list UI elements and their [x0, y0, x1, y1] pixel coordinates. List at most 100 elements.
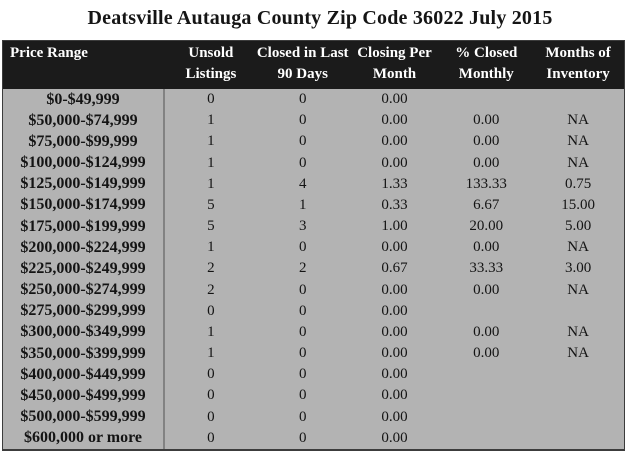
cell-months-of-inventory: NA — [567, 323, 589, 340]
cell-closed-last-90-days: 1 — [298, 196, 307, 213]
table-row: $400,000-$449,999 0 0 0.00 — [3, 364, 624, 386]
cell-pct-closed-monthly: 0.00 — [473, 112, 500, 129]
cell-closing-per-month: 0.00 — [381, 112, 408, 129]
cell-closed-last-90-days: 0 — [298, 154, 307, 171]
cell-pct-closed-monthly — [440, 364, 532, 385]
cell-pct-closed-monthly: 133.33 — [465, 175, 507, 192]
cell-price-range: $300,000-$349,999 — [3, 321, 165, 344]
cell-price-range: $275,000-$299,999 — [3, 300, 165, 322]
cell-price-range: $175,000-$199,999 — [3, 216, 165, 238]
cell-months-of-inventory — [532, 385, 624, 406]
cell-pct-closed-monthly: 0.00 — [473, 133, 500, 150]
cell-closing-per-month: 0.00 — [381, 345, 408, 362]
cell-closing-per-month: 0.33 — [381, 196, 408, 213]
cell-unsold-listings: 0 — [207, 302, 215, 319]
cell-closing-per-month: 0.00 — [381, 239, 408, 256]
cell-price-range: $225,000-$249,999 — [3, 258, 165, 280]
column-header-closing-per-month: Closing Per Month — [357, 45, 432, 82]
cell-closed-last-90-days: 0 — [298, 302, 307, 319]
table-row: $600,000 or more 0 0 0.00 — [3, 427, 624, 449]
cell-closing-per-month: 0.00 — [381, 302, 408, 319]
table-row: $100,000-$124,999 1 0 0.00 0.00 NA — [3, 152, 624, 174]
cell-closing-per-month: 0.00 — [381, 387, 408, 404]
cell-months-of-inventory: 3.00 — [564, 260, 592, 277]
cell-pct-closed-monthly — [440, 301, 532, 322]
cell-months-of-inventory: NA — [567, 345, 589, 362]
cell-months-of-inventory: NA — [567, 133, 589, 150]
cell-closed-last-90-days: 0 — [298, 239, 307, 256]
cell-months-of-inventory: NA — [567, 154, 589, 171]
cell-unsold-listings: 0 — [207, 387, 215, 404]
cell-closed-last-90-days: 0 — [298, 345, 307, 362]
cell-pct-closed-monthly: 0.00 — [473, 239, 500, 256]
cell-pct-closed-monthly: 6.67 — [473, 196, 500, 213]
cell-unsold-listings: 1 — [207, 154, 215, 171]
table-row: $250,000-$274,999 2 0 0.00 0.00 NA — [3, 279, 624, 301]
column-header-unsold-listings: Unsold Listings — [185, 45, 237, 82]
cell-price-range: $150,000-$174,999 — [3, 194, 165, 217]
cell-closed-last-90-days: 2 — [298, 260, 307, 277]
cell-price-range: $450,000-$499,999 — [3, 385, 165, 407]
table-row: $450,000-$499,999 0 0 0.00 — [3, 385, 624, 407]
cell-unsold-listings: 1 — [207, 133, 215, 150]
price-range-table: Price Range Unsold Listings Closed in La… — [2, 40, 625, 451]
cell-closed-last-90-days: 0 — [298, 387, 307, 404]
cell-price-range: $200,000-$224,999 — [3, 237, 165, 259]
cell-price-range: $400,000-$449,999 — [3, 364, 165, 386]
cell-months-of-inventory — [532, 89, 624, 110]
cell-closing-per-month: 0.67 — [381, 260, 408, 277]
table-row: $75,000-$99,999 1 0 0.00 0.00 NA — [3, 131, 624, 153]
cell-pct-closed-monthly — [440, 89, 532, 110]
table-row: $350,000-$399,999 1 0 0.00 0.00 NA — [3, 343, 624, 365]
cell-unsold-listings: 2 — [207, 260, 215, 277]
column-header-closed-last-90-days: Closed in Last 90 Days — [256, 45, 349, 82]
cell-closed-last-90-days: 0 — [298, 366, 307, 383]
cell-pct-closed-monthly: 0.00 — [473, 345, 500, 362]
cell-months-of-inventory: NA — [567, 239, 589, 256]
cell-pct-closed-monthly — [440, 385, 532, 406]
cell-unsold-listings: 5 — [207, 196, 215, 213]
cell-closing-per-month: 1.33 — [381, 175, 408, 192]
cell-closing-per-month: 0.00 — [381, 154, 408, 171]
cell-months-of-inventory: 5.00 — [564, 218, 592, 235]
cell-pct-closed-monthly: 0.00 — [473, 323, 500, 340]
cell-closing-per-month: 0.00 — [381, 133, 408, 150]
table-row: $125,000-$149,999 1 4 1.33 133.33 0.75 — [3, 173, 624, 195]
cell-closed-last-90-days: 0 — [298, 323, 307, 340]
cell-price-range: $250,000-$274,999 — [3, 279, 165, 301]
cell-pct-closed-monthly — [440, 428, 532, 449]
cell-unsold-listings: 0 — [207, 366, 215, 383]
table-row: $225,000-$249,999 2 2 0.67 33.33 3.00 — [3, 258, 624, 280]
cell-price-range: $500,000-$599,999 — [3, 406, 165, 428]
cell-closed-last-90-days: 0 — [298, 281, 307, 298]
cell-months-of-inventory — [532, 428, 624, 449]
cell-months-of-inventory — [532, 407, 624, 428]
cell-closed-last-90-days: 3 — [298, 218, 307, 235]
cell-closed-last-90-days: 0 — [298, 133, 307, 150]
cell-unsold-listings: 1 — [207, 112, 215, 129]
cell-pct-closed-monthly: 0.00 — [473, 281, 500, 298]
table-row: $275,000-$299,999 0 0 0.00 — [3, 300, 624, 322]
table-row: $200,000-$224,999 1 0 0.00 0.00 NA — [3, 237, 624, 259]
table-row: $300,000-$349,999 1 0 0.00 0.00 NA — [3, 321, 624, 344]
column-header-pct-closed-monthly: % Closed Monthly — [455, 45, 518, 82]
cell-pct-closed-monthly: 33.33 — [469, 260, 504, 277]
cell-closed-last-90-days: 0 — [298, 429, 307, 446]
cell-closing-per-month: 0.00 — [381, 429, 408, 446]
cell-months-of-inventory — [532, 364, 624, 385]
cell-closing-per-month: 1.00 — [381, 218, 408, 235]
cell-unsold-listings: 2 — [207, 281, 215, 298]
cell-pct-closed-monthly — [440, 407, 532, 428]
cell-unsold-listings: 1 — [207, 239, 215, 256]
cell-closing-per-month: 0.00 — [381, 281, 408, 298]
cell-months-of-inventory: NA — [567, 281, 589, 298]
cell-unsold-listings: 1 — [207, 345, 215, 362]
cell-closed-last-90-days: 0 — [298, 91, 307, 108]
cell-price-range: $125,000-$149,999 — [3, 173, 165, 195]
cell-unsold-listings: 0 — [207, 429, 215, 446]
cell-closing-per-month: 0.00 — [381, 323, 408, 340]
column-header-months-of-inventory: Months of Inventory — [545, 45, 611, 82]
cell-unsold-listings: 1 — [207, 323, 215, 340]
table-row: $50,000-$74,999 1 0 0.00 0.00 NA — [3, 110, 624, 132]
